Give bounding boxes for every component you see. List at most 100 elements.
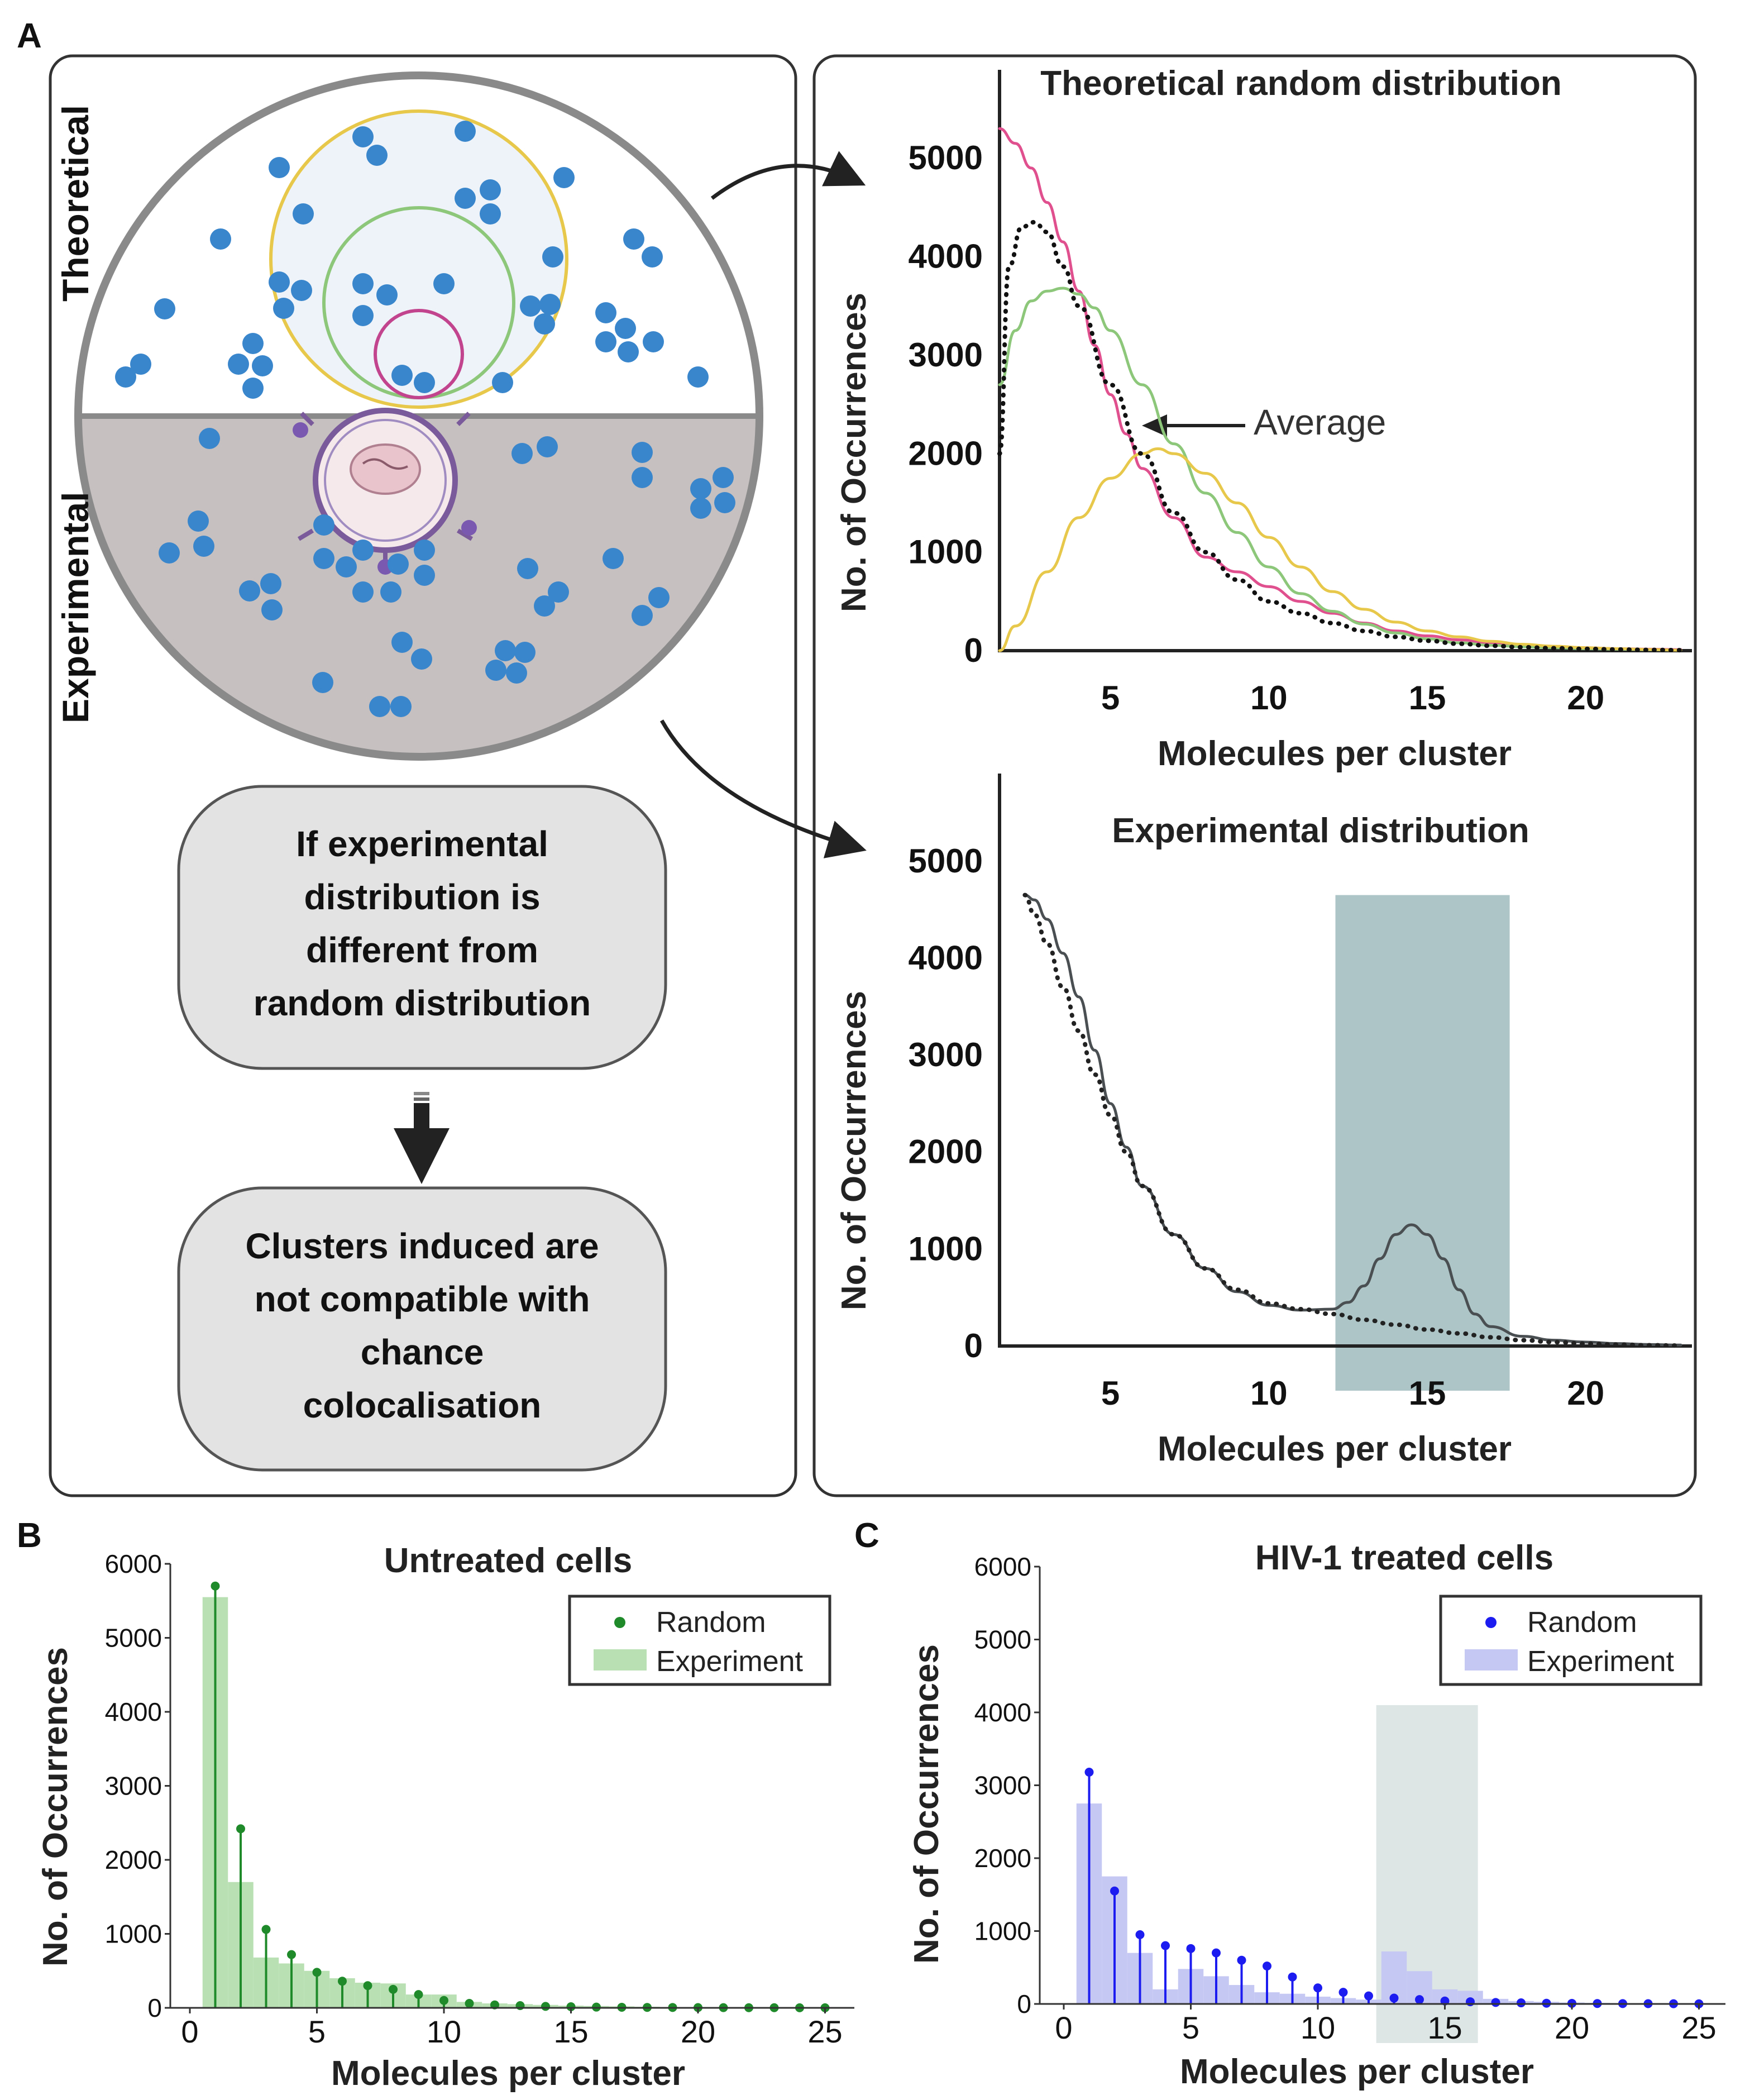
chart3-random-point <box>541 2002 550 2011</box>
chart3-xlabel: Molecules per cluster <box>331 2054 685 2093</box>
chart3-random-point <box>211 1581 220 1591</box>
chart1-series-yellow <box>998 447 1682 652</box>
ring-large <box>269 109 568 409</box>
chart4-ytick: 4000 <box>974 1698 1031 1727</box>
chart4-random-point <box>1237 1955 1246 1965</box>
chart1-ytick: 2000 <box>909 435 983 472</box>
chart4-legend: Random Experiment <box>1439 1595 1703 1686</box>
panel-label-b: B <box>17 1516 42 1555</box>
chart1-title: Theoretical random distribution <box>1040 64 1562 103</box>
box2-line-2: not compatible with <box>255 1279 590 1319</box>
chart4-xtick: 10 <box>1301 2010 1335 2045</box>
chart3-random-point <box>414 1990 423 1999</box>
chart3-ytick: 5000 <box>105 1624 162 1653</box>
arrow-to-experimental-icon <box>659 719 867 858</box>
chart3-ytick: 2000 <box>105 1845 162 1874</box>
chart3-random-point <box>515 2001 525 2011</box>
box2-line-1: Clusters induced are <box>245 1226 599 1266</box>
chart4-xtick: 20 <box>1555 2010 1589 2045</box>
panel-label-a: A <box>17 17 42 55</box>
chart3-random-point <box>287 1950 296 1959</box>
molecules <box>115 121 735 717</box>
chart4-random-point <box>1517 1998 1526 2008</box>
cell-schematic <box>74 71 763 761</box>
chart2-ytick: 3000 <box>909 1036 983 1073</box>
panel-label-c: C <box>854 1516 879 1555</box>
box1-line-4: random distribution <box>254 983 591 1023</box>
chart3-random-point <box>465 1999 474 2008</box>
chart4-xlabel: Molecules per cluster <box>1180 2053 1534 2091</box>
chart3-ytick: 4000 <box>105 1697 162 1726</box>
legend-random-marker <box>1485 1617 1497 1628</box>
chart4-random-point <box>1263 1961 1271 1971</box>
chart-theoretical: Theoretical random distribution No. of O… <box>835 64 1692 773</box>
chart3-xtick: 5 <box>308 2014 326 2049</box>
chart4-xtick: 5 <box>1182 2010 1199 2045</box>
chart1-series-average <box>997 219 1683 653</box>
chart3-legend-experiment: Experiment <box>656 1645 804 1678</box>
chart3-random-point <box>566 2002 576 2012</box>
chart4-ytick: 6000 <box>974 1552 1031 1581</box>
chart3-xtick: 25 <box>807 2014 842 2049</box>
chart3-ytick: 0 <box>147 1993 162 2022</box>
chart3-random-point <box>261 1925 271 1934</box>
chart3-random-point <box>236 1824 245 1834</box>
chart3-xtick: 0 <box>181 2014 198 2049</box>
chart4-random-point <box>1389 1993 1399 2003</box>
chart4-title: HIV-1 treated cells <box>1255 1539 1553 1577</box>
arrow-to-theoretical-icon <box>710 151 866 200</box>
chart4-ytick: 3000 <box>974 1771 1031 1800</box>
chart3-xtick: 10 <box>427 2014 461 2049</box>
chart4-ytick: 1000 <box>974 1917 1031 1946</box>
chart3-random-point <box>338 1977 347 1986</box>
experimental-label: Experimental <box>55 492 96 724</box>
chart2-xtick: 15 <box>1409 1374 1446 1412</box>
chart4-ylabel: No. of Occurrences <box>907 1644 946 1964</box>
chart4-random-point <box>1135 1930 1145 1940</box>
chart-hiv-treated: HIV-1 treated cells No. of Occurrences M… <box>907 1539 1725 2091</box>
legend-experiment-swatch <box>594 1649 647 1671</box>
chart3-ytick: 3000 <box>105 1772 162 1801</box>
chart4-random-point <box>1313 1983 1322 1993</box>
chart4-random-point <box>1338 1988 1348 1997</box>
chart2-title: Experimental distribution <box>1112 812 1529 850</box>
box1-line-2: distribution is <box>304 877 540 917</box>
chart4-ytick: 0 <box>1017 1989 1031 2018</box>
chart4-random-point <box>1084 1768 1094 1777</box>
chart4-random-point <box>1288 1972 1297 1982</box>
chart4-legend-experiment: Experiment <box>1527 1645 1675 1678</box>
chart4-ytick: 5000 <box>974 1625 1031 1654</box>
chart4-random-point <box>1186 1944 1196 1953</box>
chart2-series-random <box>1022 892 1683 1348</box>
chart1-annotation: Average <box>1254 402 1386 442</box>
chart1-xtick: 10 <box>1250 679 1288 717</box>
chart3-random-point <box>312 1968 322 1977</box>
legend-experiment-swatch <box>1465 1649 1518 1671</box>
chart2-series-experimental <box>1023 894 1682 1347</box>
chart4-xtick: 15 <box>1427 2010 1462 2045</box>
chart-untreated: Untreated cells No. of Occurrences Molec… <box>36 1541 854 2093</box>
chart3-random-point <box>389 1984 398 1994</box>
chart1-xtick: 5 <box>1101 679 1120 717</box>
chart2-xtick: 20 <box>1567 1374 1604 1412</box>
chart2-highlight-band <box>1335 895 1510 1391</box>
chart4-legend-random: Random <box>1527 1606 1637 1639</box>
chart2-ylabel: No. of Occurrences <box>835 991 873 1310</box>
chart3-xtick: 15 <box>553 2014 588 2049</box>
chart2-xlabel: Molecules per cluster <box>1158 1430 1512 1468</box>
chart1-xtick: 20 <box>1567 679 1604 717</box>
decision-box-2 <box>177 1186 667 1472</box>
chart1-xlabel: Molecules per cluster <box>1158 734 1512 773</box>
chart1-ytick: 5000 <box>909 139 983 176</box>
ring-small <box>374 309 464 399</box>
chart4-xtick: 0 <box>1055 2010 1072 2045</box>
chart2-ytick: 1000 <box>909 1230 983 1267</box>
virus-particle <box>293 408 477 575</box>
chart4-random-point <box>1364 1991 1373 2001</box>
chart2-ytick: 2000 <box>909 1133 983 1171</box>
experimental-half <box>78 416 759 757</box>
chart4-random-point <box>1161 1941 1170 1950</box>
chart3-random-point <box>439 1996 448 2005</box>
chart3-xtick: 20 <box>681 2014 715 2049</box>
